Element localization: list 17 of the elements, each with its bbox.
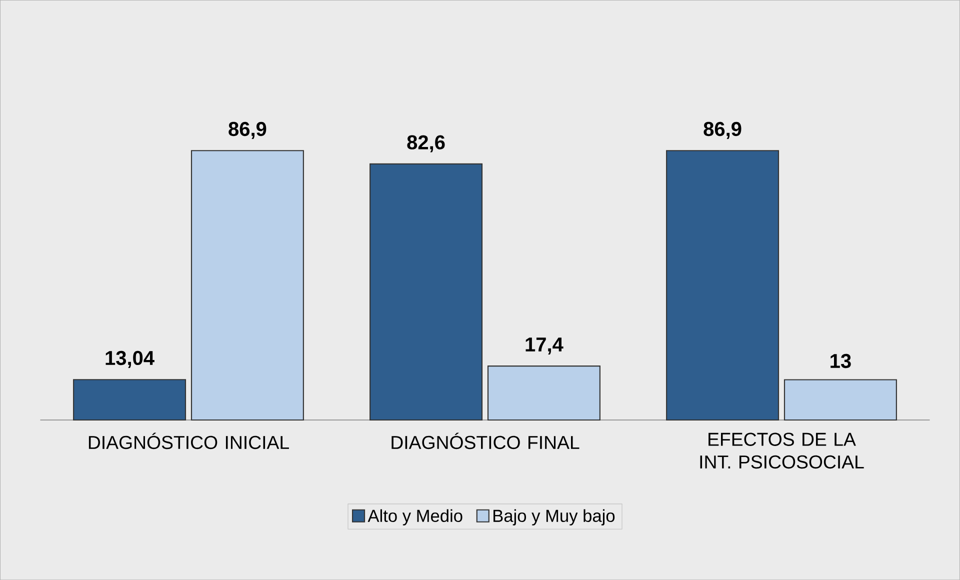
x-tick-label: DIAGNÓSTICO INICIAL xyxy=(88,432,289,450)
bar xyxy=(666,150,780,420)
data-label: 86,9 xyxy=(704,122,742,139)
bar xyxy=(784,379,897,420)
legend-label: Bajo y Muy bajo xyxy=(494,509,615,526)
x-tick-label: DIAGNÓSTICO FINAL xyxy=(392,432,580,450)
bar xyxy=(370,163,483,420)
bar xyxy=(190,150,304,420)
data-label: 13 xyxy=(830,354,851,368)
data-label: 17,4 xyxy=(526,338,564,354)
data-label: 86,9 xyxy=(228,122,266,139)
data-label: 82,6 xyxy=(407,135,445,152)
legend-label: Alto y Medio xyxy=(368,509,462,526)
data-label: 13,04 xyxy=(106,350,154,368)
bar xyxy=(487,365,600,420)
x-tick-label: EFECTOS DE LA INT. PSICOSOCIAL xyxy=(700,432,864,469)
bar xyxy=(73,378,186,420)
